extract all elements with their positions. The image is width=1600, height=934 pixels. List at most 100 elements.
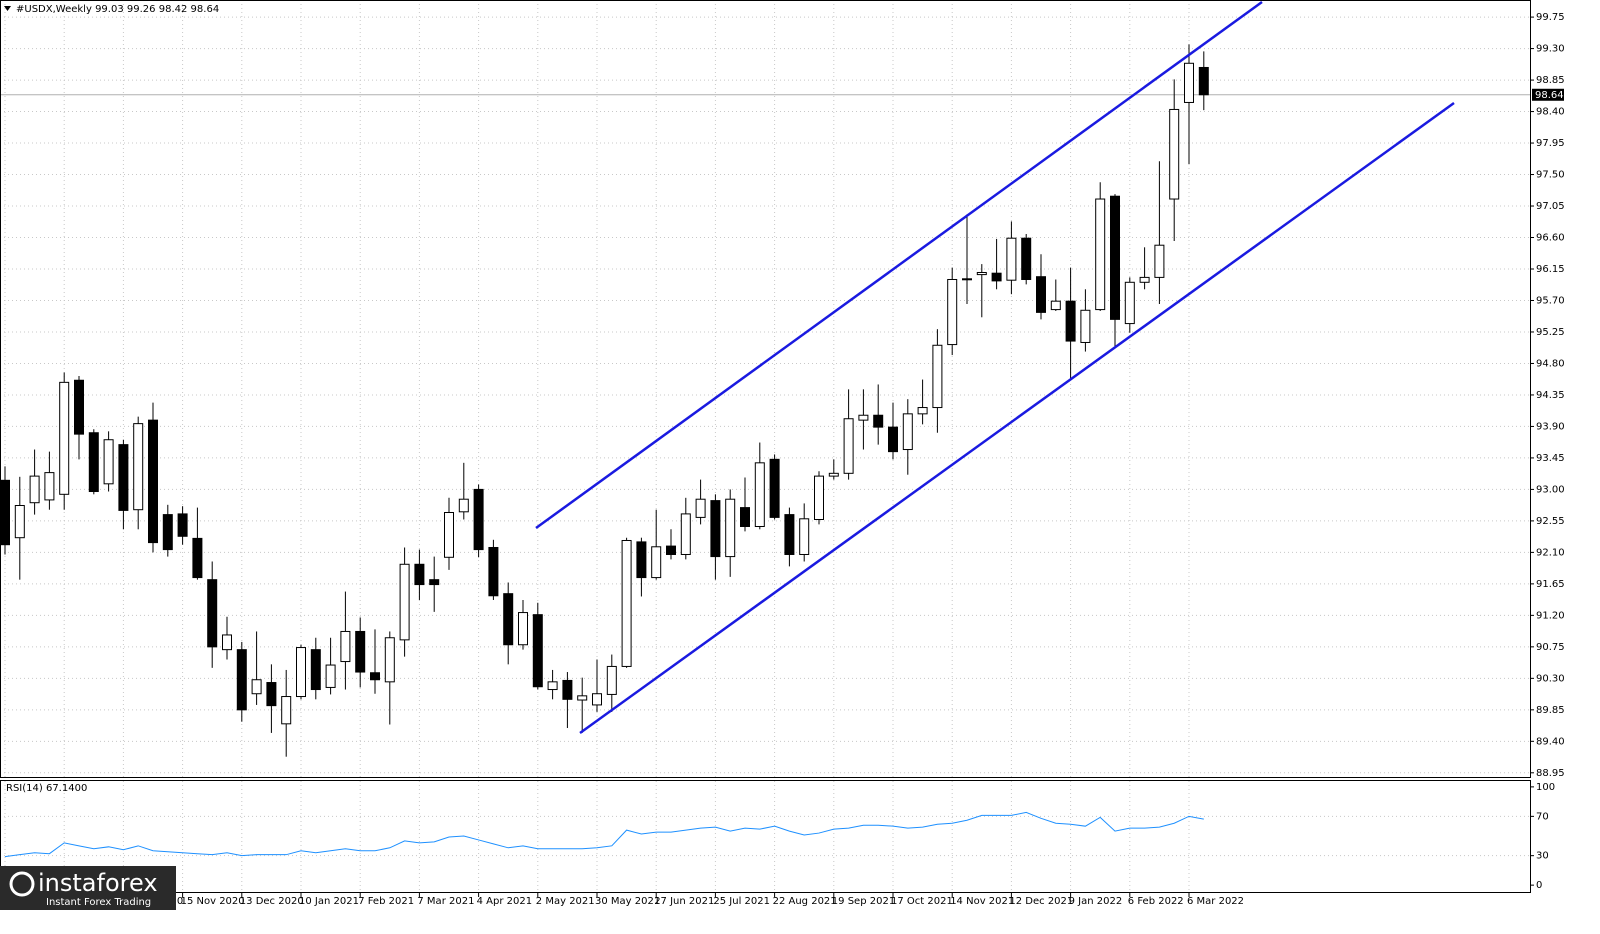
ohlc-low: 98.42 [159,4,188,15]
x-tick-label: 10 Jan 2021 [299,896,359,907]
x-tick-label: 17 Oct 2021 [891,896,953,907]
watermark-tagline: Instant Forex Trading [46,897,151,908]
candle-body [488,546,499,597]
candle-body [740,507,750,527]
y-tick-label: 90.30 [1536,673,1565,684]
y-tick-label: 94.80 [1536,358,1565,369]
candle-body [814,475,824,520]
x-tick-label: 7 Mar 2021 [417,896,474,907]
y-tick-label: 93.45 [1536,453,1565,464]
candle-body [59,381,70,495]
x-tick-label: 13 Dec 2020 [240,896,304,907]
candle-body [606,665,617,695]
y-tick-label: 92.55 [1536,516,1565,527]
y-tick-label: 96.60 [1536,233,1565,244]
indicator-label: RSI(14) 67.1400 [6,783,87,794]
x-tick-label: 25 Jul 2021 [713,896,770,907]
candle-body [1036,276,1046,313]
y-tick-label: 91.65 [1536,579,1565,590]
x-tick-label: 22 Aug 2021 [773,896,837,907]
y-tick-label: 95.70 [1536,295,1565,306]
y-tick-label: 92.10 [1536,547,1565,558]
candle-body [1050,300,1061,311]
candle-body [962,278,972,281]
candle-body [1006,237,1017,281]
candle-body [932,344,943,409]
rsi-tick-label: 0 [1536,880,1542,891]
y-tick-label: 99.75 [1536,12,1565,23]
ohlc-high: 99.26 [127,4,156,15]
candle-body [666,545,676,555]
candle-body [236,649,247,711]
candle-body [148,419,158,544]
x-tick-label: 4 Apr 2021 [477,896,532,907]
candle-body [222,634,232,651]
current-price-box [1532,88,1564,101]
watermark: instaforex Instant Forex Trading [0,866,176,910]
candle-body [473,488,484,551]
watermark-box [0,866,176,910]
y-tick-label: 93.00 [1536,484,1565,495]
y-tick-label: 97.95 [1536,138,1565,149]
candle-body [251,679,262,695]
candle-body [384,637,395,683]
x-tick-label: 14 Nov 2021 [950,896,1014,907]
candle-body [784,514,795,555]
symbol-header: #USDX,Weekly 99.03 99.26 98.42 98.64 [16,4,219,15]
candle-body [680,513,691,555]
candle-body [1198,66,1209,96]
rsi-pane-frame [0,780,1531,893]
candle-body [902,413,913,451]
candle-body [651,546,662,579]
y-tick-label: 90.75 [1536,642,1565,653]
candle-body [355,630,366,673]
ohlc-open: 99.03 [95,4,124,15]
candle-body [458,498,469,513]
candle-body [799,518,810,555]
candle-body [888,426,898,453]
y-tick-label: 98.40 [1536,107,1565,118]
grid-layer [0,0,1530,892]
candle-body [695,498,706,518]
y-tick-label: 88.95 [1536,768,1565,779]
candle-body [858,414,869,421]
x-tick-label: 30 May 2021 [595,896,660,907]
y-tick-label: 96.15 [1536,264,1565,275]
candle-body [296,647,306,698]
candle-body [370,672,380,681]
candle-body [0,479,10,546]
y-tick-label: 94.35 [1536,390,1565,401]
candle-body [636,541,647,579]
candle-body [14,505,25,539]
candle-body [207,579,218,648]
candle-body [444,512,454,558]
candle-body [1124,281,1135,325]
marks-layer [0,44,1209,858]
upper-channel-line [535,0,1263,530]
ohlc-close: 98.64 [191,4,220,15]
y-tick-label: 89.85 [1536,705,1565,716]
y-tick-label: 98.85 [1536,75,1565,86]
candle-body [1095,198,1106,311]
candle-body [133,423,144,511]
candle-body [44,472,55,501]
x-tick-label: 12 Dec 2021 [1009,896,1073,907]
candle-body [1184,62,1194,103]
y-tick-label: 89.40 [1536,736,1565,747]
y-tick-label: 95.25 [1536,327,1565,338]
candle-body [103,439,114,485]
candle-body [873,414,884,428]
candle-body [1169,108,1180,200]
y-tick-label: 99.30 [1536,44,1565,55]
y-tick-label: 97.50 [1536,170,1565,181]
x-tick-label: 9 Jan 2022 [1069,896,1123,907]
candle-body [518,612,528,646]
lower-channel-line [579,101,1455,735]
candle-body [162,514,173,551]
candle-body [281,696,292,725]
axis-layer: 99.75 99.30 98.85 98.40 97.95 97.50 97.05 96.60… [3,12,1565,907]
candle-body [547,681,558,691]
rsi-tick-label: 100 [1536,782,1555,793]
